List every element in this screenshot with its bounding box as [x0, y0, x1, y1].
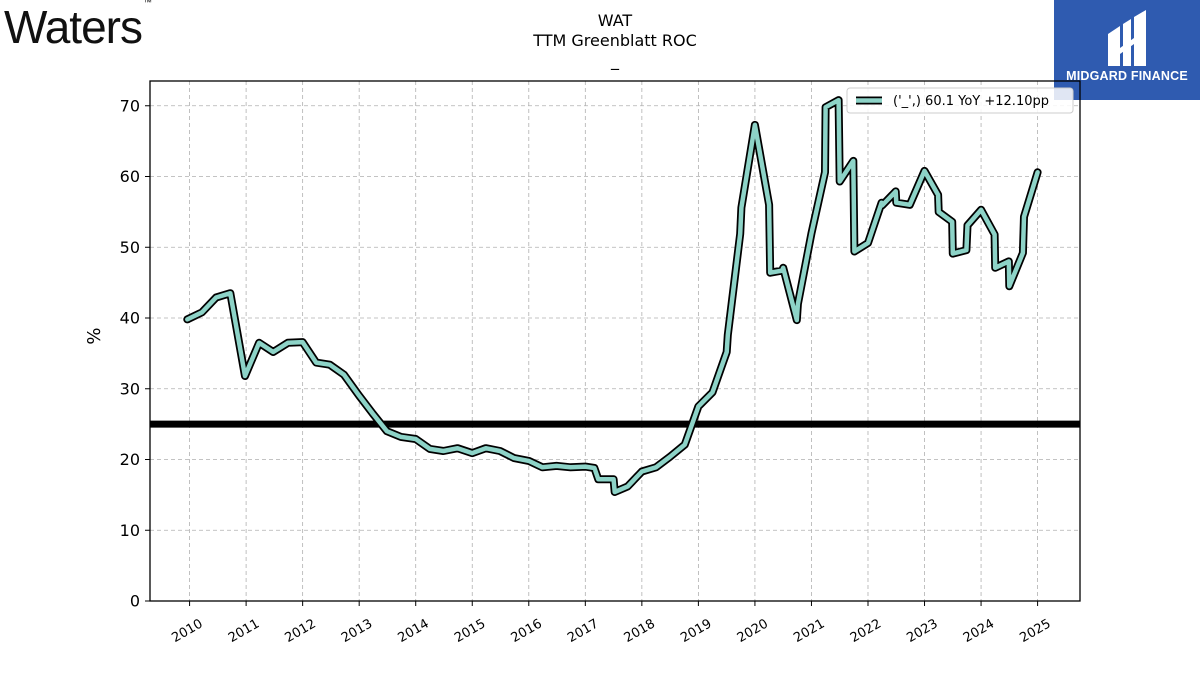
x-tick-label: 2015 — [452, 616, 488, 646]
midgard-logo-text: MIDGARD FINANCE — [1066, 69, 1188, 83]
legend-box — [846, 87, 1074, 114]
x-tick-label: 2017 — [565, 616, 601, 646]
y-tick-label: 0 — [130, 592, 140, 611]
x-tick-label: 2010 — [169, 616, 205, 646]
y-tick-label: 40 — [120, 309, 140, 328]
midgard-finance-badge: MIDGARD FINANCE — [1054, 0, 1200, 100]
y-tick-label: 50 — [120, 238, 140, 257]
legend: ('_',) 60.1 YoY +12.10pp — [846, 87, 1074, 114]
midgard-mark-icon — [1108, 10, 1146, 66]
waters-logo: Waters™ — [4, 0, 152, 54]
waters-logo-text: Waters — [4, 1, 143, 53]
legend-label: ('_',) 60.1 YoY +12.10pp — [893, 94, 1049, 109]
y-tick-label: 70 — [120, 96, 140, 115]
x-tick-label: 2023 — [904, 616, 940, 646]
y-tick-label: 60 — [120, 167, 140, 186]
chart-titles: WAT TTM Greenblatt ROC _ — [415, 11, 815, 71]
x-tick-label: 2013 — [339, 616, 375, 646]
series-lines — [183, 96, 1042, 496]
series-line — [185, 97, 1040, 495]
x-axis-ticks: 2010 2011 2012 2013 2014 2015 2016 2017 2018 2019… — [169, 601, 1054, 646]
series-line-outline — [183, 96, 1042, 496]
plot-frame — [149, 80, 1081, 602]
x-tick-label: 2020 — [735, 616, 771, 646]
y-axis-ticks: 0 10 20 30 40 50 60 70 — [120, 96, 150, 611]
y-tick-label: 10 — [120, 521, 140, 540]
x-tick-label: 2022 — [848, 616, 884, 646]
chart-title-subtitle: _ — [611, 51, 619, 70]
x-tick-label: 2011 — [226, 616, 262, 646]
x-tick-label: 2024 — [961, 616, 997, 646]
waters-logo-tm: ™ — [142, 0, 152, 7]
chart-title-ticker: WAT — [597, 11, 633, 30]
y-axis-label: % — [84, 327, 105, 344]
x-tick-label: 2016 — [509, 616, 545, 646]
x-tick-label: 2012 — [282, 616, 318, 646]
x-tick-label: 2025 — [1017, 616, 1053, 646]
x-tick-label: 2019 — [678, 616, 714, 646]
y-tick-label: 30 — [120, 379, 140, 398]
chart-title-metric: TTM Greenblatt ROC — [533, 31, 697, 50]
x-tick-label: 2021 — [791, 616, 827, 646]
x-tick-label: 2018 — [622, 616, 658, 646]
axes-frame — [149, 80, 1081, 602]
x-tick-label: 2014 — [396, 616, 432, 646]
y-tick-label: 20 — [120, 450, 140, 469]
